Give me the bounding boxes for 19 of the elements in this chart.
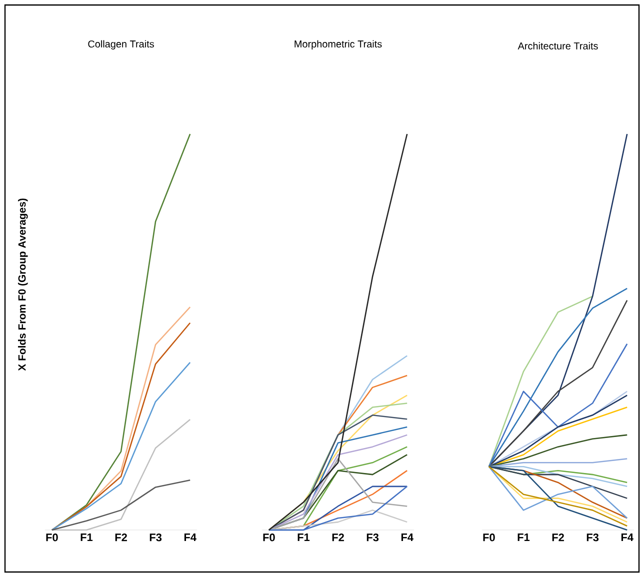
x-tick-label: F1 (518, 534, 530, 542)
x-tick-label: F3 (150, 534, 162, 542)
x-tick-label: F0 (263, 534, 275, 542)
chart-title: Architecture Traits (518, 42, 598, 50)
x-tick-label: F3 (366, 534, 379, 542)
x-tick-label: F4 (621, 534, 634, 542)
chart-title: Collagen Traits (88, 40, 154, 50)
chart-title: Morphometric Traits (294, 40, 382, 50)
x-tick-label: F1 (298, 534, 310, 542)
x-tick-label: F3 (586, 534, 599, 542)
x-tick-label: F2 (552, 534, 564, 542)
x-tick-label: F4 (401, 534, 414, 542)
x-tick-label: F2 (115, 534, 127, 542)
x-tick-label: F2 (332, 534, 344, 542)
x-tick-label: F4 (184, 534, 196, 542)
y-axis-title: X Folds From F0 (Group Averages) (18, 198, 28, 371)
x-tick-label: F0 (46, 534, 58, 542)
x-tick-label: F1 (80, 534, 93, 542)
x-tick-label: F0 (483, 534, 495, 542)
